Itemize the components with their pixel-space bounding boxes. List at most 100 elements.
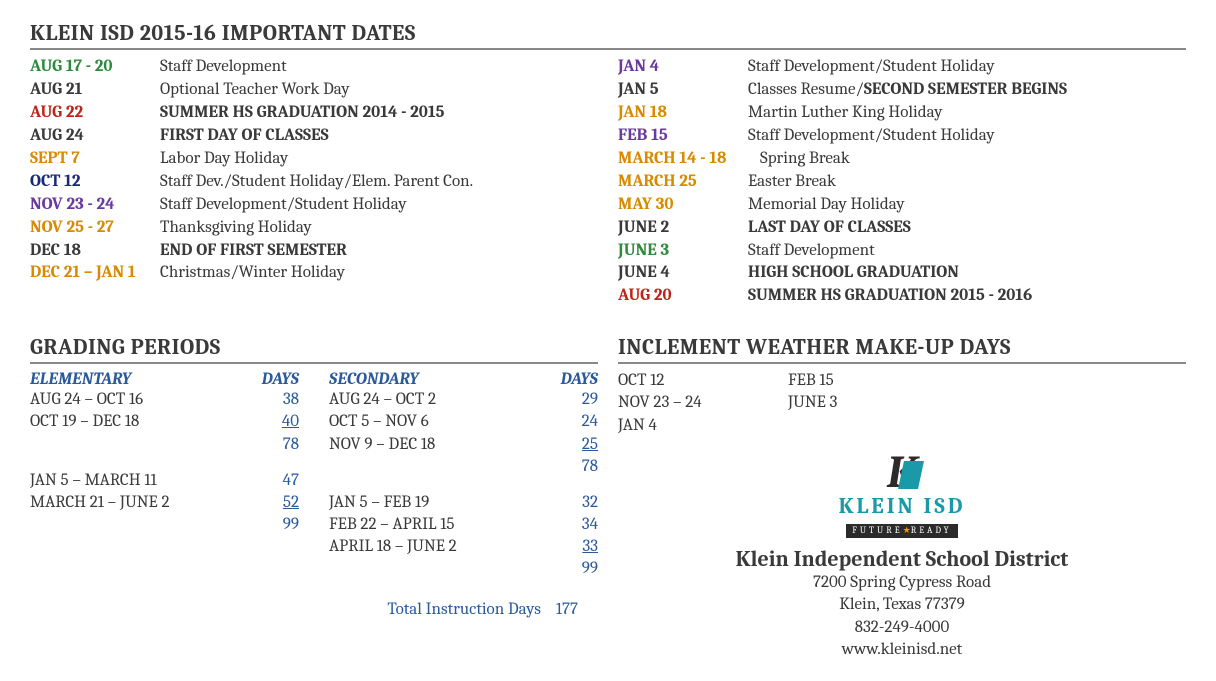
weather-date: OCT 12 bbox=[618, 370, 758, 392]
date-label: DEC 18 bbox=[30, 240, 160, 263]
date-label: JUNE 2 bbox=[618, 217, 748, 240]
date-label: JUNE 4 bbox=[618, 262, 748, 285]
weather-date: JAN 4 bbox=[618, 415, 758, 437]
weather-date: JUNE 3 bbox=[788, 392, 928, 414]
grading-range: JAN 5 – FEB 19 bbox=[329, 492, 548, 514]
grading-row: NOV 9 – DEC 1825 bbox=[329, 434, 598, 456]
date-row: SEPT 7Labor Day Holiday bbox=[30, 148, 598, 171]
date-row: JUNE 2LAST DAY OF CLASSES bbox=[618, 217, 1186, 240]
grading-row: MARCH 21 – JUNE 252 bbox=[30, 492, 299, 514]
date-row: MAY 30Memorial Day Holiday bbox=[618, 194, 1186, 217]
date-description: Staff Development bbox=[748, 240, 1186, 263]
date-row: JUNE 4HIGH SCHOOL GRADUATION bbox=[618, 262, 1186, 285]
grading-range: JAN 5 – MARCH 11 bbox=[30, 470, 249, 492]
grading-days: 34 bbox=[548, 514, 598, 536]
date-label: AUG 21 bbox=[30, 79, 160, 102]
grading-days: 24 bbox=[548, 411, 598, 433]
date-label: AUG 20 bbox=[618, 285, 748, 308]
important-dates-columns: AUG 17 - 20Staff DevelopmentAUG 21Option… bbox=[30, 56, 1186, 308]
grading-days: 78 bbox=[249, 434, 299, 456]
dates-left-col: AUG 17 - 20Staff DevelopmentAUG 21Option… bbox=[30, 56, 598, 308]
date-description: Martin Luther King Holiday bbox=[748, 102, 1186, 125]
date-row: AUG 17 - 20Staff Development bbox=[30, 56, 598, 79]
date-description: Optional Teacher Work Day bbox=[160, 79, 598, 102]
date-label: AUG 17 - 20 bbox=[30, 56, 160, 79]
date-description: SUMMER HS GRADUATION 2014 - 2015 bbox=[160, 102, 598, 125]
date-label: MARCH 14 - 18 bbox=[618, 148, 760, 171]
grading-row: OCT 19 – DEC 1840 bbox=[30, 411, 299, 433]
days-label: DAYS bbox=[249, 370, 299, 389]
grading-range: AUG 24 – OCT 16 bbox=[30, 389, 249, 411]
inclement-weather-heading: INCLEMENT WEATHER MAKE-UP DAYS bbox=[618, 334, 1186, 364]
grading-secondary: SECONDARY DAYS AUG 24 – OCT 229OCT 5 – N… bbox=[329, 370, 598, 619]
date-description: Staff Development/Student Holiday bbox=[748, 125, 1186, 148]
district-website: www.kleinisd.net bbox=[618, 639, 1186, 661]
date-label: MAY 30 bbox=[618, 194, 748, 217]
date-row: NOV 25 - 27Thanksgiving Holiday bbox=[30, 217, 598, 240]
grading-range: AUG 24 – OCT 2 bbox=[329, 389, 548, 411]
date-row: MARCH 14 - 18Spring Break bbox=[618, 148, 1186, 171]
date-description: FIRST DAY OF CLASSES bbox=[160, 125, 598, 148]
date-description: HIGH SCHOOL GRADUATION bbox=[748, 262, 1186, 285]
grading-days: 38 bbox=[249, 389, 299, 411]
date-description: Thanksgiving Holiday bbox=[160, 217, 598, 240]
grading-days: 78 bbox=[548, 456, 598, 478]
date-label: AUG 24 bbox=[30, 125, 160, 148]
date-row: JAN 4Staff Development/Student Holiday bbox=[618, 56, 1186, 79]
grading-periods-section: GRADING PERIODS ELEMENTARY DAYS AUG 24 –… bbox=[30, 334, 598, 660]
date-description: Staff Dev./Student Holiday/Elem. Parent … bbox=[160, 171, 598, 194]
date-row: AUG 22SUMMER HS GRADUATION 2014 - 2015 bbox=[30, 102, 598, 125]
grading-range bbox=[30, 434, 249, 456]
date-row: DEC 18END OF FIRST SEMESTER bbox=[30, 240, 598, 263]
date-row: AUG 21Optional Teacher Work Day bbox=[30, 79, 598, 102]
date-label: NOV 23 - 24 bbox=[30, 194, 160, 217]
date-description: Easter Break bbox=[748, 171, 1186, 194]
grading-range: NOV 9 – DEC 18 bbox=[329, 434, 548, 456]
grading-range: OCT 5 – NOV 6 bbox=[329, 411, 548, 433]
grading-range: MARCH 21 – JUNE 2 bbox=[30, 492, 249, 514]
grading-periods-heading: GRADING PERIODS bbox=[30, 334, 598, 364]
grading-days: 25 bbox=[548, 434, 598, 456]
elementary-label: ELEMENTARY bbox=[30, 370, 249, 389]
date-description: SUMMER HS GRADUATION 2015 - 2016 bbox=[748, 285, 1186, 308]
days-label: DAYS bbox=[548, 370, 598, 389]
grading-row: AUG 24 – OCT 229 bbox=[329, 389, 598, 411]
date-row: JUNE 3Staff Development bbox=[618, 240, 1186, 263]
date-row: AUG 20SUMMER HS GRADUATION 2015 - 2016 bbox=[618, 285, 1186, 308]
grading-elementary: ELEMENTARY DAYS AUG 24 – OCT 1638OCT 19 … bbox=[30, 370, 299, 619]
date-label: JAN 4 bbox=[618, 56, 748, 79]
date-description: Classes Resume/SECOND SEMESTER BEGINS bbox=[748, 79, 1186, 102]
date-label: JUNE 3 bbox=[618, 240, 748, 263]
grading-row: JAN 5 – FEB 1932 bbox=[329, 492, 598, 514]
grading-days: 99 bbox=[249, 514, 299, 536]
date-row: MARCH 25Easter Break bbox=[618, 171, 1186, 194]
district-address-1: 7200 Spring Cypress Road bbox=[618, 572, 1186, 594]
grading-days: 52 bbox=[249, 492, 299, 514]
date-description: Labor Day Holiday bbox=[160, 148, 598, 171]
district-name: Klein Independent School District bbox=[618, 546, 1186, 572]
total-instruction-days: Total Instruction Days 177 bbox=[329, 600, 598, 619]
date-row: JAN 18Martin Luther King Holiday bbox=[618, 102, 1186, 125]
date-label: AUG 22 bbox=[30, 102, 160, 125]
date-description: LAST DAY OF CLASSES bbox=[748, 217, 1186, 240]
district-info: K★ KLEIN ISD FUTURE★READY Klein Independ… bbox=[618, 455, 1186, 661]
date-description: END OF FIRST SEMESTER bbox=[160, 240, 598, 263]
date-row: OCT 12Staff Dev./Student Holiday/Elem. P… bbox=[30, 171, 598, 194]
date-row: NOV 23 - 24Staff Development/Student Hol… bbox=[30, 194, 598, 217]
date-description: Memorial Day Holiday bbox=[748, 194, 1186, 217]
date-row: FEB 15Staff Development/Student Holiday bbox=[618, 125, 1186, 148]
date-description: Staff Development bbox=[160, 56, 598, 79]
grading-range: OCT 19 – DEC 18 bbox=[30, 411, 249, 433]
dates-right-col: JAN 4Staff Development/Student HolidayJA… bbox=[618, 56, 1186, 308]
grading-range bbox=[329, 558, 548, 580]
grading-range bbox=[329, 456, 548, 478]
weather-dates: OCT 12NOV 23 – 24JAN 4 FEB 15JUNE 3 bbox=[618, 370, 1186, 436]
klein-isd-logo: K★ KLEIN ISD FUTURE★READY bbox=[839, 455, 966, 539]
logo-tagline: FUTURE★READY bbox=[846, 524, 957, 538]
grading-days: 29 bbox=[548, 389, 598, 411]
date-description: Christmas/Winter Holiday bbox=[160, 262, 598, 285]
date-description: Spring Break bbox=[760, 148, 1186, 171]
district-phone: 832-249-4000 bbox=[618, 617, 1186, 639]
secondary-label: SECONDARY bbox=[329, 370, 548, 389]
grading-row: JAN 5 – MARCH 1147 bbox=[30, 470, 299, 492]
